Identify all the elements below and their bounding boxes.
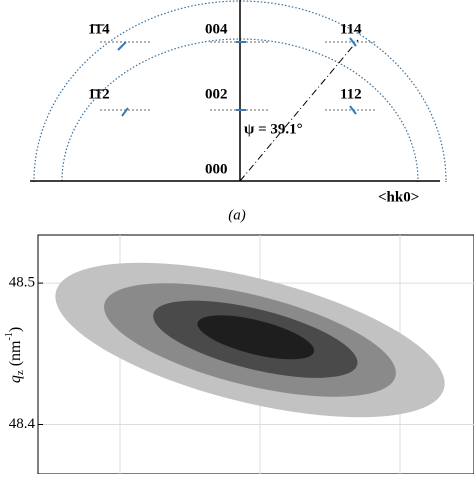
contours — [55, 262, 445, 418]
mask — [0, 182, 474, 242]
reflection-label: 002 — [205, 86, 228, 102]
y-tick-label: 48.5 — [9, 275, 35, 291]
reflection-label: 1̄1̄4 — [88, 21, 110, 37]
panel-label: (a) — [228, 207, 246, 223]
plot-b: ΔSα ΔS∥ qz (nm-1) 48.448.5 — [4, 234, 474, 475]
reflection-label: 1̄1̄2 — [88, 86, 110, 102]
shift-markers — [117, 37, 357, 117]
y-axis-label: qz (nm-1) — [4, 327, 25, 383]
y-tick-label: 48.4 — [9, 416, 36, 432]
contour-level — [197, 315, 315, 360]
reflection-label: 112 — [340, 86, 362, 102]
diagram-a: 1̄1̄4 004 114 1̄1̄2 002 112 000 ψ = 39.1… — [0, 0, 474, 362]
origin-label: 000 — [205, 161, 228, 177]
reflection-label: 114 — [340, 21, 362, 37]
arrows — [100, 41, 375, 111]
axis-label: <hk0> — [378, 189, 419, 205]
reflection-label: 004 — [205, 21, 228, 37]
psi-line — [239, 39, 359, 182]
psi-label: ψ = 39.1° — [244, 121, 303, 137]
